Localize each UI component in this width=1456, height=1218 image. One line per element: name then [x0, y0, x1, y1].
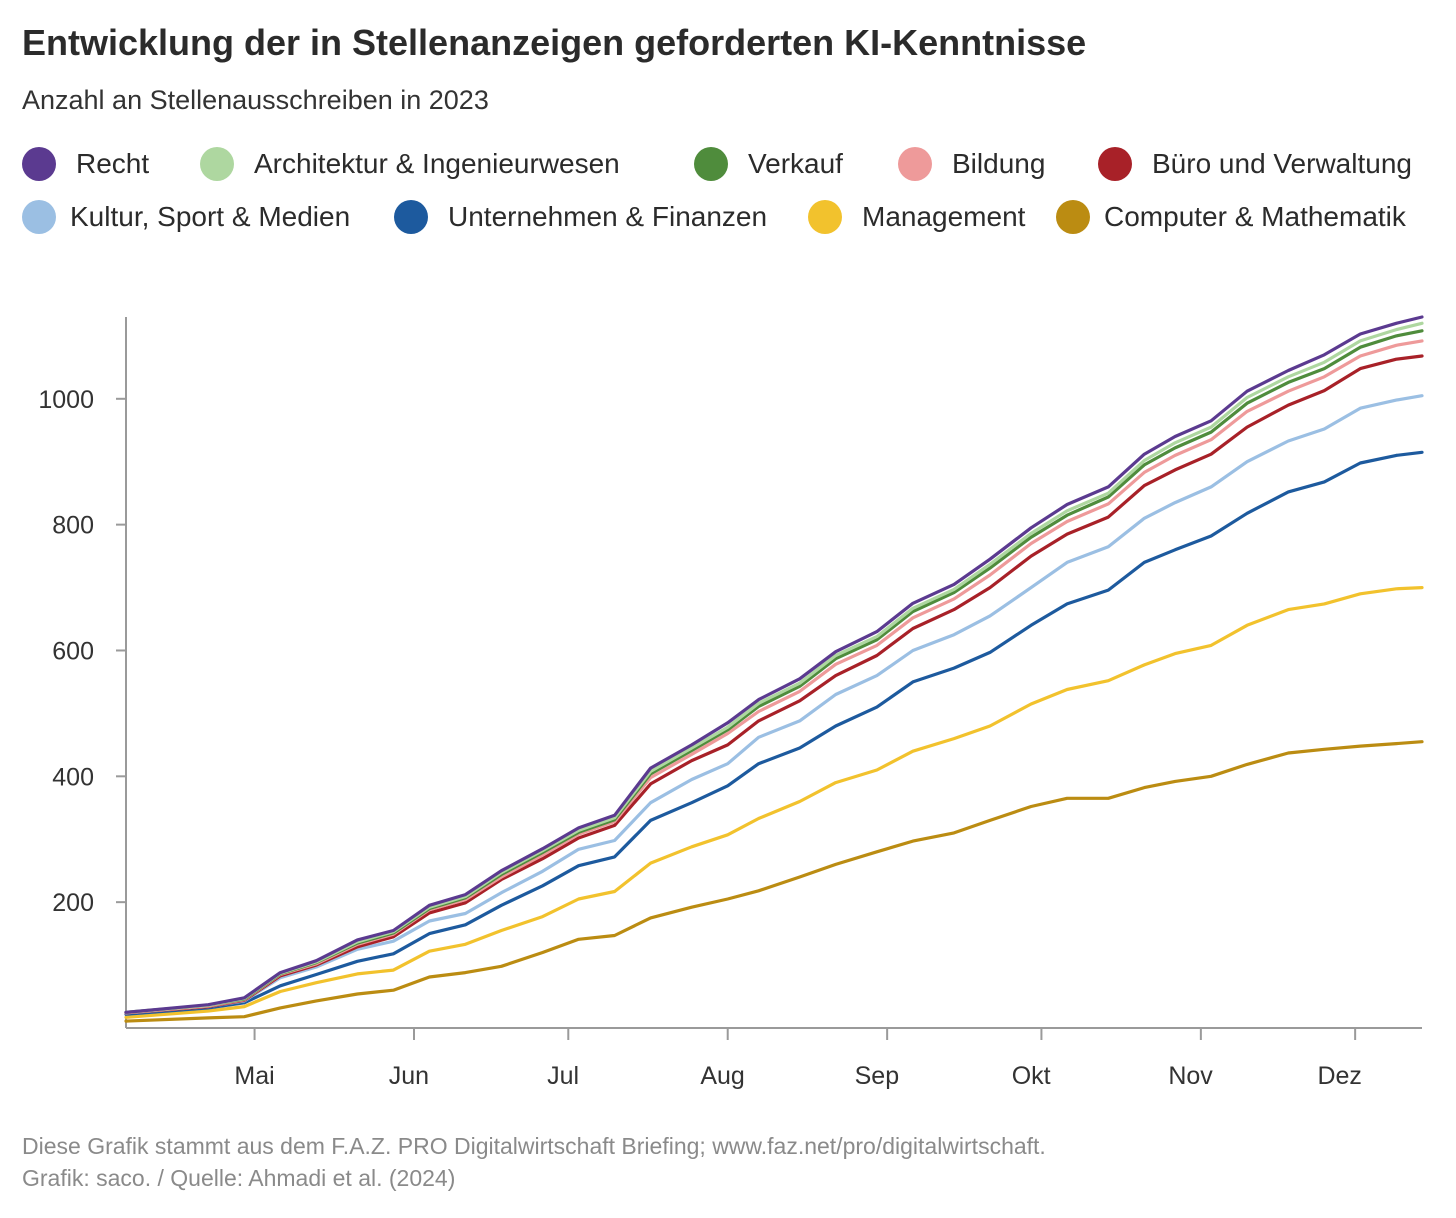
- y-tick-label-800: 800: [52, 512, 94, 540]
- series-line-unternehmen-finanzen: [124, 450, 1424, 1016]
- x-tick-label-jun: Jun: [389, 1062, 429, 1090]
- legend-swatch-recht: [22, 147, 56, 181]
- chart-subtitle: Anzahl an Stellenausschreiben in 2023: [22, 85, 489, 115]
- legend-item-management: Management: [808, 195, 1025, 239]
- series-line-büro-und-verwaltung: [124, 354, 1424, 1015]
- x-tick-label-dez: Dez: [1317, 1062, 1361, 1090]
- legend-row-1: Recht Architektur & Ingenieurwesen Verka…: [22, 142, 1442, 186]
- legend-item-computer: Computer & Mathematik: [1056, 195, 1406, 239]
- line-chart: 200 400 600 800 1000 Mai Jun Jul Aug Sep Okt Nov Dez: [38, 315, 1424, 1090]
- legend-item-kultur: Kultur, Sport & Medien: [22, 195, 350, 239]
- series-line-computer-mathematik: [124, 740, 1424, 1023]
- legend-label-verkauf: Verkauf: [748, 148, 843, 179]
- x-tick-label-jul: Jul: [547, 1062, 579, 1090]
- series-line-verkauf: [124, 329, 1424, 1014]
- series-line-management: [124, 586, 1424, 1019]
- legend-label-unternehmen: Unternehmen & Finanzen: [448, 201, 768, 232]
- x-tick-label-okt: Okt: [1012, 1062, 1051, 1090]
- legend-item-buero: Büro und Verwaltung: [1098, 142, 1412, 186]
- legend-item-verkauf: Verkauf: [694, 142, 843, 186]
- y-tick-label-200: 200: [52, 889, 94, 917]
- x-tick-label-sep: Sep: [855, 1062, 899, 1090]
- series-line-recht: [124, 315, 1424, 1014]
- legend-swatch-verkauf: [694, 147, 728, 181]
- footer-credit-line: Diese Grafik stammt aus dem F.A.Z. PRO D…: [22, 1133, 1046, 1159]
- legend-item-architektur: Architektur & Ingenieurwesen: [200, 142, 620, 186]
- legend-swatch-unternehmen: [394, 200, 428, 234]
- x-tick-label-mai: Mai: [234, 1062, 274, 1090]
- legend-swatch-computer: [1056, 200, 1090, 234]
- legend-label-computer: Computer & Mathematik: [1104, 201, 1406, 232]
- footer-source-line: Grafik: saco. / Quelle: Ahmadi et al. (2…: [22, 1165, 456, 1191]
- legend-row-2: Kultur, Sport & Medien Unternehmen & Fin…: [22, 195, 1442, 239]
- y-tick-label-600: 600: [52, 637, 94, 665]
- legend-swatch-buero: [1098, 147, 1132, 181]
- legend-label-architektur: Architektur & Ingenieurwesen: [254, 148, 620, 179]
- footer: Diese Grafik stammt aus dem F.A.Z. PRO D…: [22, 1130, 1046, 1194]
- legend-label-bildung: Bildung: [952, 148, 1046, 179]
- legend-label-recht: Recht: [76, 148, 150, 179]
- legend-swatch-architektur: [200, 147, 234, 181]
- chart-title: Entwicklung der in Stellenanzeigen gefor…: [22, 22, 1087, 63]
- y-tick-label-1000: 1000: [38, 386, 94, 414]
- legend-swatch-kultur: [22, 200, 56, 234]
- legend-label-buero: Büro und Verwaltung: [1152, 148, 1412, 179]
- y-tick-label-400: 400: [52, 763, 94, 791]
- legend-swatch-bildung: [898, 147, 932, 181]
- x-tick-label-aug: Aug: [700, 1062, 744, 1090]
- legend-swatch-management: [808, 200, 842, 234]
- x-tick-label-nov: Nov: [1168, 1062, 1213, 1090]
- legend-item-bildung: Bildung: [898, 142, 1045, 186]
- legend-item-recht: Recht: [22, 142, 149, 186]
- legend-item-unternehmen: Unternehmen & Finanzen: [394, 195, 767, 239]
- legend-label-kultur: Kultur, Sport & Medien: [70, 201, 351, 232]
- legend-label-management: Management: [862, 201, 1026, 232]
- series-line-kultur-sport-medien: [124, 394, 1424, 1015]
